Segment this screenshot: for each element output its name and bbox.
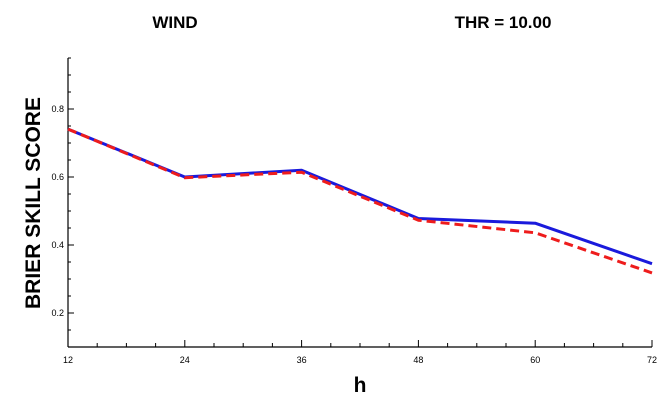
series-layer	[67, 127, 653, 275]
tick-marks: 0.2 0.4 0.6 0.8 12 24 36 48 60 72	[51, 57, 657, 365]
x-tick-label: 60	[530, 355, 540, 365]
threshold-label: THR = 10.00	[455, 13, 552, 32]
y-axis-label: BRIER SKILL SCORE	[22, 97, 45, 309]
x-tick-label: 12	[63, 355, 73, 365]
axes	[67, 58, 652, 348]
x-tick-label: 36	[297, 355, 307, 365]
x-tick-label: 24	[180, 355, 190, 365]
y-tick-label: 0.2	[51, 308, 64, 318]
y-tick-label: 0.8	[51, 104, 64, 114]
x-axis-label: h	[354, 374, 367, 395]
x-tick-label: 48	[413, 355, 423, 365]
series-line-2	[67, 127, 653, 275]
y-tick-label: 0.6	[51, 172, 64, 182]
chart-title: WIND	[152, 13, 197, 32]
y-tick-label: 0.4	[51, 240, 64, 250]
x-tick-label: 72	[647, 355, 657, 365]
